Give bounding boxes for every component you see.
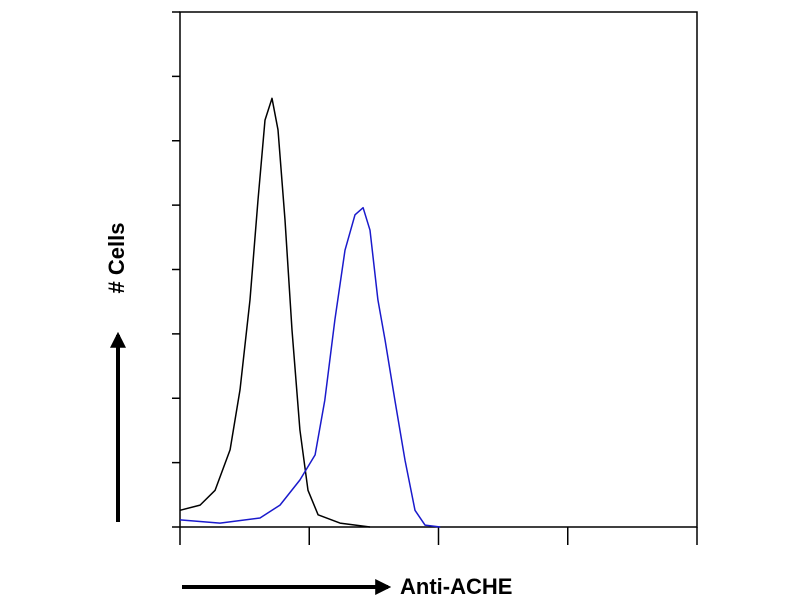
- histogram-line: [179, 206, 441, 528]
- histogram-line: [179, 97, 371, 528]
- x-axis-label: Anti-ACHE: [400, 574, 512, 599]
- y-axis-label: # Cells: [104, 223, 129, 294]
- plot-frame: [179, 11, 698, 528]
